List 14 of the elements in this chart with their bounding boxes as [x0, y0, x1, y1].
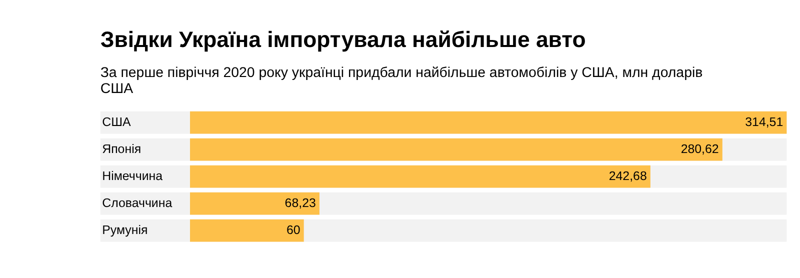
y-tick-label: Японія — [102, 142, 142, 156]
y-tick-label: США — [102, 115, 132, 130]
bar — [190, 192, 320, 215]
y-tick-label: Румунія — [102, 223, 148, 238]
data-label: 60 — [286, 223, 300, 238]
data-label: 280,62 — [680, 142, 719, 156]
y-tick-label: Словаччина — [102, 196, 172, 210]
bar — [190, 219, 304, 242]
data-label: 314,51 — [745, 115, 784, 130]
chart-title: Звідки Україна імпортувала найбільше авто — [100, 26, 586, 52]
data-label: 68,23 — [284, 196, 316, 210]
y-tick-label: Німеччина — [102, 169, 163, 184]
chart-subtitle: За перше півріччя 2020 року українці придбали найбільше автомобілів у США, млн доларів США — [100, 65, 703, 98]
data-label: 242,68 — [608, 169, 647, 184]
